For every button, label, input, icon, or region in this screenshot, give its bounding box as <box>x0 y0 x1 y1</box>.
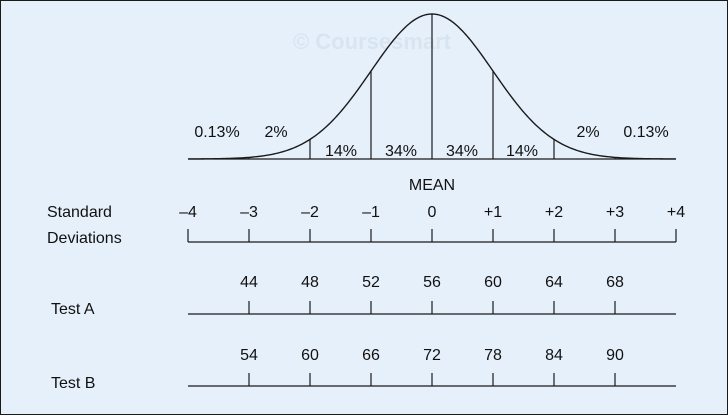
sd-tick-label: +1 <box>484 204 502 221</box>
percent-label-minus2-minus1: 14% <box>325 143 357 160</box>
percent-label-minus1-mean: 34% <box>385 143 417 160</box>
sd-tick-label: 0 <box>428 204 437 221</box>
test-a-tick-label: 52 <box>362 274 380 291</box>
test-b-label: Test B <box>51 375 95 392</box>
test-b-scale: 54 60 66 72 78 84 90 <box>188 347 676 387</box>
sd-tick-label: +3 <box>606 204 624 221</box>
test-a-tick-label: 60 <box>484 274 502 291</box>
test-a-tick-label: 48 <box>301 274 319 291</box>
standard-deviations-label-line1: Standard <box>47 204 112 221</box>
test-b-tick-label: 54 <box>240 347 258 364</box>
test-a-tick-label: 64 <box>545 274 563 291</box>
test-a-tick-label: 68 <box>606 274 624 291</box>
percent-label-left-tail: 2% <box>264 124 287 141</box>
test-b-tick-label: 84 <box>545 347 563 364</box>
sd-tick-label: –4 <box>179 204 197 221</box>
test-b-tick-label: 66 <box>362 347 380 364</box>
standard-deviations-label-line2: Deviations <box>47 230 122 247</box>
percent-label-left-outer: 0.13% <box>194 124 239 141</box>
test-b-tick-label: 72 <box>423 347 441 364</box>
sd-tick-label: –2 <box>301 204 319 221</box>
test-a-label: Test A <box>51 301 95 318</box>
sd-tick-label: +4 <box>667 204 685 221</box>
sd-tick-label: +2 <box>545 204 563 221</box>
percent-label-right-outer: 0.13% <box>623 124 668 141</box>
test-b-tick-label: 60 <box>301 347 319 364</box>
sd-tick-label: –1 <box>362 204 380 221</box>
percent-label-right-tail: 2% <box>576 124 599 141</box>
test-b-tick-label: 90 <box>606 347 624 364</box>
test-a-tick-label: 56 <box>423 274 441 291</box>
watermark-text: © Coursesmart <box>293 29 452 54</box>
percent-label-mean-plus1: 34% <box>446 143 478 160</box>
test-a-tick-label: 44 <box>240 274 258 291</box>
mean-label: MEAN <box>409 177 455 194</box>
standard-deviation-scale: –4 –3 –2 –1 0 +1 +2 +3 +4 <box>179 204 685 243</box>
bell-curve <box>188 13 676 160</box>
test-a-scale: 44 48 52 56 60 64 68 <box>188 274 676 315</box>
test-b-tick-label: 78 <box>484 347 502 364</box>
percent-label-plus1-plus2: 14% <box>506 143 538 160</box>
sd-tick-label: –3 <box>240 204 258 221</box>
